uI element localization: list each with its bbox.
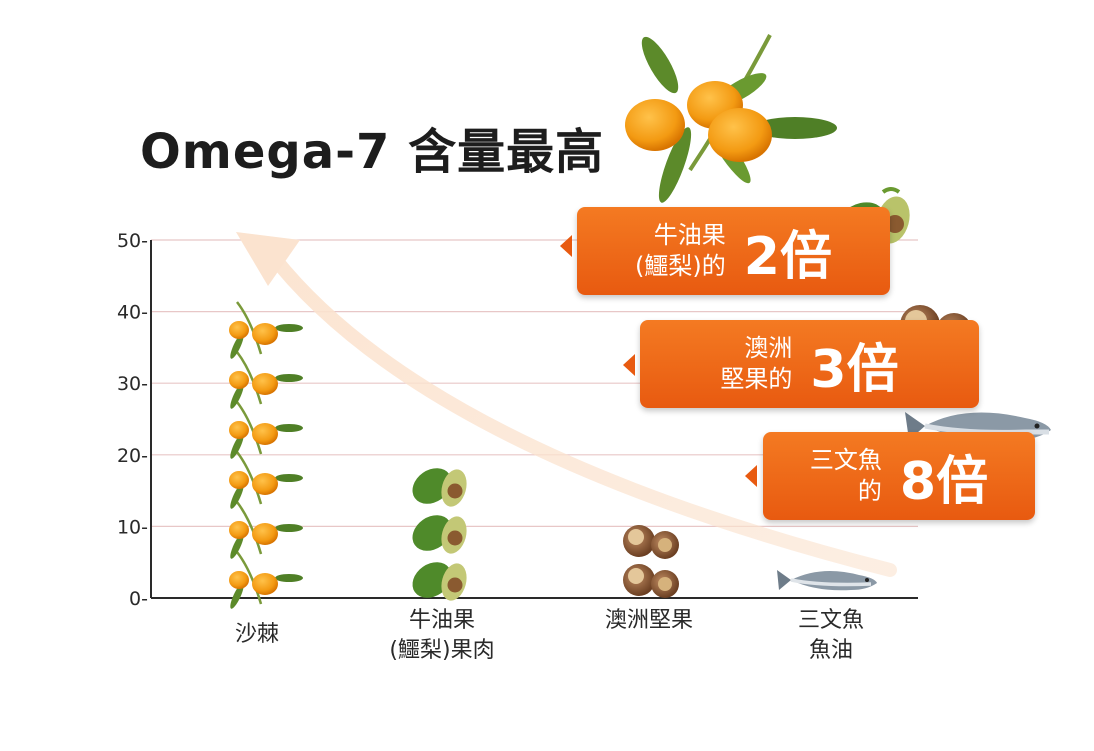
sea-buckthorn-icon-stack [229,301,303,609]
callout-salmon: 三文魚 的 8倍 [763,432,1035,520]
y-tick-label: 30- [117,373,148,395]
y-tick-label: 20- [117,445,148,467]
callout-label: 牛油果 (鱷梨)的 [635,220,726,282]
callout-label-line: 的 [857,477,882,505]
y-tick-label: 10- [117,516,148,538]
callout-label-line: 牛油果 [653,221,726,249]
callout-pointer [745,465,757,487]
callout-pointer [623,354,635,376]
x-tick-label: 澳洲堅果 [604,608,693,633]
x-tick-label: 三文魚 魚油 [797,608,864,663]
y-tick-label: 50- [117,230,148,252]
page-title: Omega-7 含量最高 [140,124,605,180]
callout-label-line: 澳洲 [744,334,793,362]
callout-multiplier: 3倍 [810,339,899,400]
sea-buckthorn-icon [625,34,837,203]
callout-label-line: 堅果的 [720,365,793,393]
callout-label: 澳洲 堅果的 [720,333,792,395]
callout-macadamia: 澳洲 堅果的 3倍 [640,320,979,408]
x-tick-label: 沙棘 [234,622,279,647]
callout-label-line: 三文魚 [809,446,882,474]
trend-arrow [236,232,897,577]
callout-label: 三文魚 的 [810,445,882,507]
y-tick-labels: 0- 10- 20- 30- 40- 50- [117,230,148,610]
salmon-icon-stack [777,570,877,591]
avocado-icon-stack [412,468,467,601]
y-tick-label: 0- [129,588,148,610]
macadamia-icon-stack [623,525,679,598]
bar-icon-stacks [229,301,877,609]
x-tick-label: 牛油果 (鱷梨)果肉 [389,608,495,663]
callout-label-line: (鱷梨)的 [635,252,726,280]
callout-pointer [560,235,572,257]
callout-multiplier: 2倍 [743,226,832,287]
y-tick-label: 40- [117,302,148,324]
callout-avocado: 牛油果 (鱷梨)的 2倍 [577,207,890,295]
callout-multiplier: 8倍 [899,451,989,512]
